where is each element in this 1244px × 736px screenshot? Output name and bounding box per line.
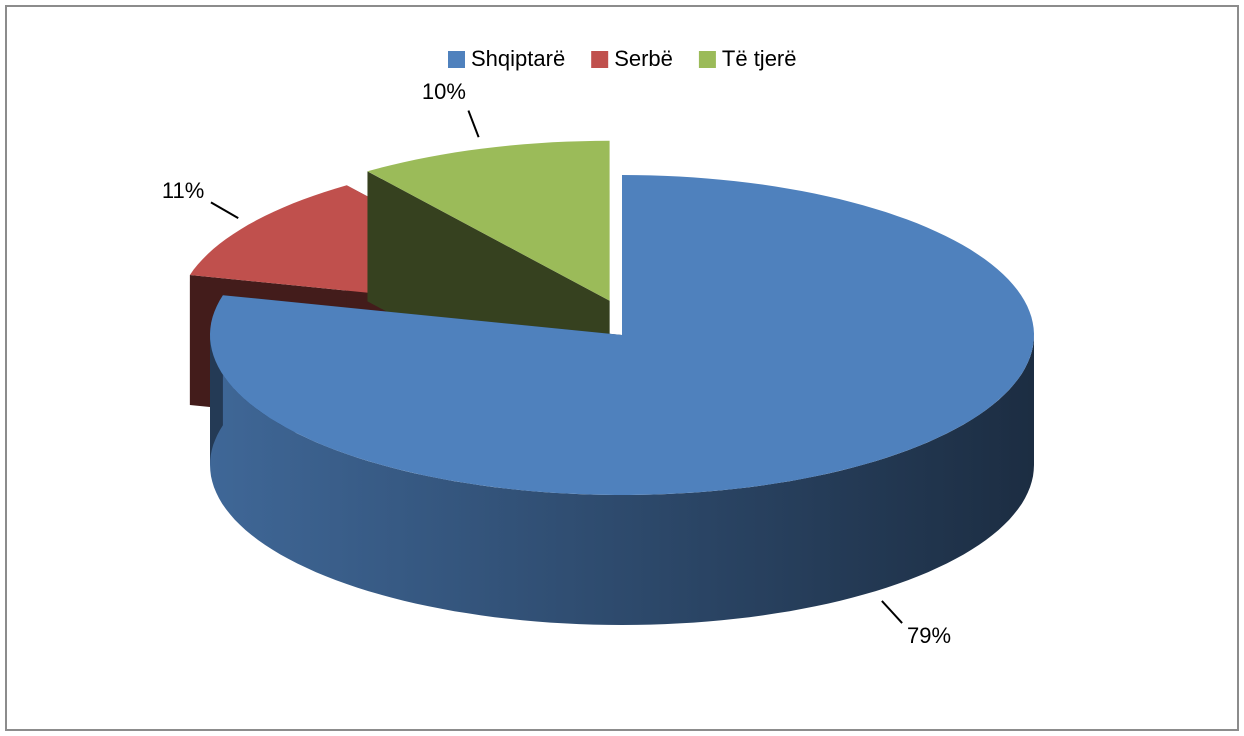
slice (367, 140, 610, 301)
legend-swatch (698, 51, 716, 68)
legend-label: Shqiptarë (471, 46, 565, 71)
slice (210, 175, 1034, 495)
data-label: 11% (162, 178, 204, 203)
slice-side (210, 335, 1034, 625)
leader-line (210, 201, 239, 219)
data-label: 79% (907, 623, 951, 648)
data-label: 10% (422, 79, 466, 104)
legend-label: Të tjerë (722, 46, 797, 71)
leader-line (881, 600, 903, 624)
legend-label: Serbë (614, 46, 673, 71)
legend-swatch (448, 51, 465, 68)
leader-line (467, 110, 480, 138)
legend-swatch (591, 51, 609, 68)
legend: Shqiptarë Serbë Të tjerë (448, 46, 797, 71)
